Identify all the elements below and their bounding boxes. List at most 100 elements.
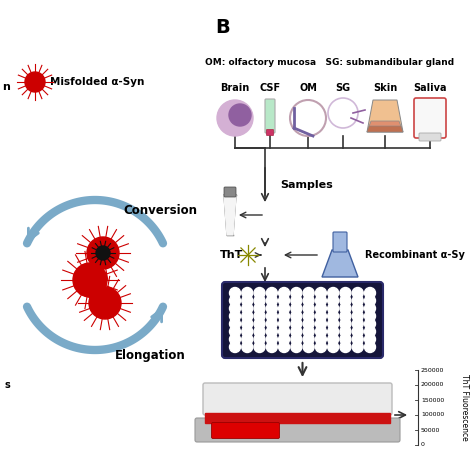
Text: Brain: Brain: [220, 83, 250, 93]
Circle shape: [315, 288, 327, 299]
Circle shape: [303, 295, 314, 306]
Circle shape: [96, 246, 110, 260]
FancyBboxPatch shape: [224, 187, 236, 197]
Text: s: s: [5, 380, 11, 390]
Circle shape: [303, 288, 314, 299]
Circle shape: [340, 326, 351, 337]
FancyBboxPatch shape: [195, 418, 400, 442]
Text: ThT: ThT: [220, 250, 243, 260]
Circle shape: [242, 326, 253, 337]
Circle shape: [279, 319, 290, 329]
Circle shape: [315, 295, 327, 306]
Circle shape: [365, 319, 375, 329]
Polygon shape: [205, 413, 390, 423]
Circle shape: [315, 326, 327, 337]
Circle shape: [266, 326, 277, 337]
FancyBboxPatch shape: [414, 98, 446, 138]
Circle shape: [328, 334, 339, 345]
Circle shape: [291, 319, 302, 329]
Circle shape: [242, 303, 253, 314]
Circle shape: [291, 310, 302, 322]
FancyBboxPatch shape: [266, 129, 273, 136]
Circle shape: [340, 319, 351, 329]
Circle shape: [254, 319, 265, 329]
Circle shape: [254, 326, 265, 337]
FancyBboxPatch shape: [203, 383, 392, 415]
Circle shape: [229, 104, 251, 126]
Circle shape: [266, 310, 277, 322]
Circle shape: [279, 310, 290, 322]
Text: OM: olfactory mucosa   SG: submandibular gland: OM: olfactory mucosa SG: submandibular g…: [205, 58, 454, 67]
Circle shape: [279, 341, 290, 353]
Circle shape: [291, 288, 302, 299]
Circle shape: [340, 334, 351, 345]
Text: 100000: 100000: [421, 412, 444, 418]
Circle shape: [352, 295, 363, 306]
Circle shape: [279, 326, 290, 337]
Text: 250000: 250000: [421, 367, 444, 373]
Circle shape: [73, 263, 107, 297]
Circle shape: [352, 288, 363, 299]
Circle shape: [328, 303, 339, 314]
Circle shape: [340, 295, 351, 306]
FancyBboxPatch shape: [211, 422, 280, 438]
FancyBboxPatch shape: [222, 282, 383, 358]
Circle shape: [303, 310, 314, 322]
Text: SG: SG: [336, 83, 351, 93]
Circle shape: [340, 303, 351, 314]
Circle shape: [291, 295, 302, 306]
Circle shape: [242, 341, 253, 353]
Circle shape: [279, 295, 290, 306]
Text: 50000: 50000: [421, 428, 440, 432]
FancyBboxPatch shape: [265, 99, 275, 133]
Circle shape: [266, 288, 277, 299]
Circle shape: [365, 303, 375, 314]
Circle shape: [328, 310, 339, 322]
Circle shape: [352, 303, 363, 314]
Circle shape: [365, 341, 375, 353]
Circle shape: [279, 288, 290, 299]
Circle shape: [229, 319, 240, 329]
Circle shape: [303, 319, 314, 329]
Circle shape: [365, 334, 375, 345]
Circle shape: [340, 341, 351, 353]
Text: B: B: [215, 18, 230, 37]
Circle shape: [352, 319, 363, 329]
Circle shape: [254, 303, 265, 314]
Circle shape: [328, 319, 339, 329]
Circle shape: [365, 295, 375, 306]
Circle shape: [328, 341, 339, 353]
Circle shape: [266, 303, 277, 314]
Circle shape: [229, 303, 240, 314]
Circle shape: [217, 100, 253, 136]
Text: Elongation: Elongation: [115, 348, 186, 362]
Circle shape: [242, 319, 253, 329]
Circle shape: [229, 326, 240, 337]
Text: CSF: CSF: [259, 83, 281, 93]
Text: Recombinant α-Sy: Recombinant α-Sy: [365, 250, 465, 260]
Circle shape: [352, 326, 363, 337]
Circle shape: [291, 334, 302, 345]
Circle shape: [365, 326, 375, 337]
Text: 0: 0: [421, 443, 425, 447]
Circle shape: [352, 341, 363, 353]
Polygon shape: [322, 250, 358, 277]
Text: Misfolded α-Syn: Misfolded α-Syn: [50, 77, 145, 87]
Polygon shape: [224, 195, 236, 235]
Circle shape: [266, 334, 277, 345]
Circle shape: [315, 334, 327, 345]
Circle shape: [89, 287, 121, 319]
Circle shape: [340, 288, 351, 299]
Circle shape: [229, 334, 240, 345]
Text: Samples: Samples: [280, 180, 333, 190]
Circle shape: [229, 288, 240, 299]
Circle shape: [303, 326, 314, 337]
Circle shape: [229, 310, 240, 322]
Circle shape: [291, 303, 302, 314]
Circle shape: [315, 303, 327, 314]
Circle shape: [254, 288, 265, 299]
FancyBboxPatch shape: [333, 232, 347, 252]
Circle shape: [266, 319, 277, 329]
Text: ThT Fluorescence: ThT Fluorescence: [461, 374, 470, 441]
Circle shape: [303, 341, 314, 353]
